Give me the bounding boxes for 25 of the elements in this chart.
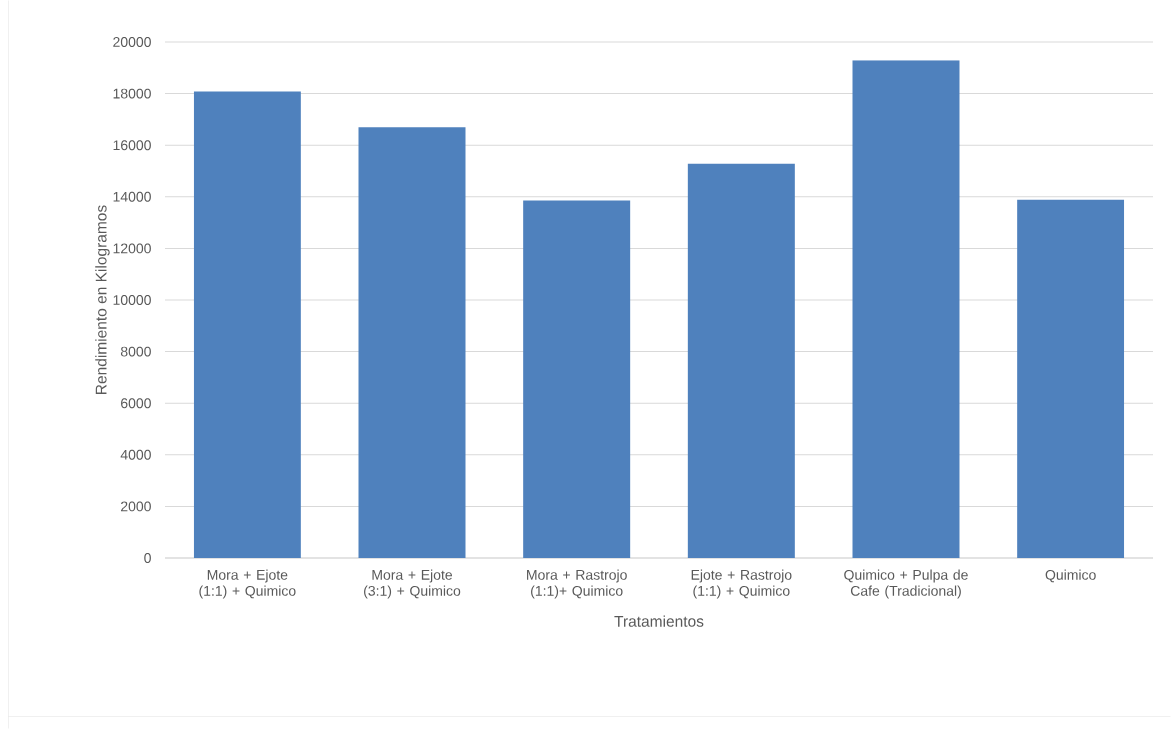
bar (523, 200, 631, 558)
x-tick-label: Quimico + Pulpa de Cafe (Tradicional) (844, 569, 968, 599)
bar (193, 91, 301, 558)
x-tick-label: Quimico (1045, 569, 1096, 583)
y-tick-label: 12000 (113, 243, 151, 254)
x-tick-label: Ejote + Rastrojo (1:1) + Quimico (691, 569, 792, 599)
y-tick-label: 14000 (113, 191, 151, 202)
bar (1017, 199, 1125, 558)
y-tick-label: 6000 (121, 398, 151, 409)
bar (358, 127, 466, 558)
y-tick-label: 4000 (120, 449, 151, 460)
bar (852, 60, 960, 558)
y-axis-title: Rendimiento en Kilogramos (95, 205, 110, 394)
y-tick-label: 20000 (113, 37, 151, 47)
y-tick-label: 0 (144, 553, 151, 563)
y-tick-label: 10000 (113, 295, 151, 305)
y-tick-label: 18000 (113, 88, 151, 99)
x-tick-label: Mora + Rastrojo (1:1)+ Quimico (527, 569, 627, 599)
x-tick-label: Mora + Ejote (1:1) + Quimico (199, 569, 296, 599)
x-tick-label: Mora + Ejote (3:1) + Quimico (364, 569, 461, 599)
bar (687, 163, 795, 558)
y-tick-label: 8000 (120, 346, 151, 357)
y-tick-label: 16000 (113, 140, 151, 151)
y-tick-label: 2000 (121, 501, 151, 512)
x-axis-title: Tratamientos (614, 615, 704, 627)
